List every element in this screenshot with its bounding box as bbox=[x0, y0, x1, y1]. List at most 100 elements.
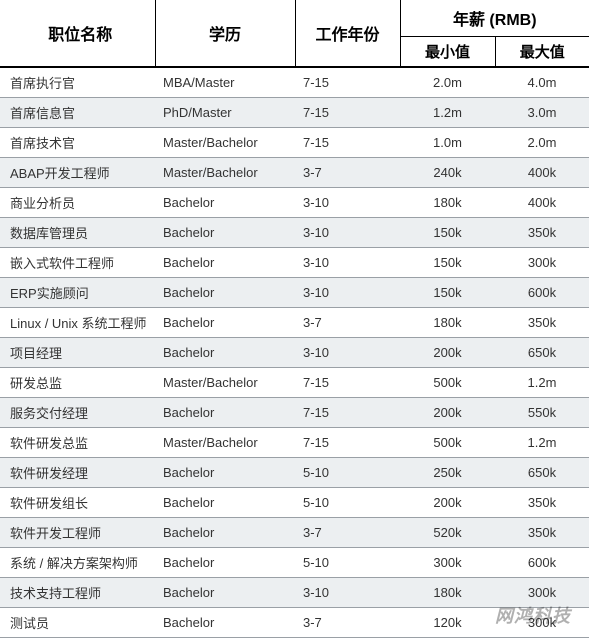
cell-education: Master/Bachelor bbox=[155, 368, 295, 398]
cell-position: 软件研发总监 bbox=[0, 428, 155, 458]
cell-years: 7-15 bbox=[295, 428, 400, 458]
cell-min: 150k bbox=[400, 218, 495, 248]
cell-min: 300k bbox=[400, 548, 495, 578]
cell-min: 2.0m bbox=[400, 67, 495, 98]
cell-position: 软件研发组长 bbox=[0, 488, 155, 518]
cell-max: 350k bbox=[495, 218, 589, 248]
cell-education: Bachelor bbox=[155, 188, 295, 218]
cell-position: 研发总监 bbox=[0, 368, 155, 398]
cell-min: 1.2m bbox=[400, 98, 495, 128]
cell-max: 550k bbox=[495, 398, 589, 428]
table-row: 软件研发经理Bachelor5-10250k650k bbox=[0, 458, 589, 488]
cell-years: 3-7 bbox=[295, 158, 400, 188]
cell-education: Master/Bachelor bbox=[155, 158, 295, 188]
table-row: ERP实施顾问Bachelor3-10150k600k bbox=[0, 278, 589, 308]
table-body: 首席执行官MBA/Master7-152.0m4.0m首席信息官PhD/Mast… bbox=[0, 67, 589, 638]
cell-max: 300k bbox=[495, 578, 589, 608]
table-row: 首席技术官Master/Bachelor7-151.0m2.0m bbox=[0, 128, 589, 158]
col-salary-group: 年薪 (RMB) bbox=[400, 0, 589, 37]
table-row: 研发总监Master/Bachelor7-15500k1.2m bbox=[0, 368, 589, 398]
cell-education: Bachelor bbox=[155, 488, 295, 518]
cell-education: Master/Bachelor bbox=[155, 428, 295, 458]
cell-max: 350k bbox=[495, 518, 589, 548]
table-row: 系统 / 解决方案架构师Bachelor5-10300k600k bbox=[0, 548, 589, 578]
cell-max: 1.2m bbox=[495, 428, 589, 458]
table-row: 软件研发总监Master/Bachelor7-15500k1.2m bbox=[0, 428, 589, 458]
cell-max: 600k bbox=[495, 548, 589, 578]
cell-position: 首席信息官 bbox=[0, 98, 155, 128]
cell-education: Bachelor bbox=[155, 458, 295, 488]
table-row: 嵌入式软件工程师Bachelor3-10150k300k bbox=[0, 248, 589, 278]
cell-education: MBA/Master bbox=[155, 67, 295, 98]
cell-years: 3-10 bbox=[295, 188, 400, 218]
col-position: 职位名称 bbox=[0, 0, 155, 67]
cell-max: 4.0m bbox=[495, 67, 589, 98]
cell-max: 650k bbox=[495, 458, 589, 488]
cell-min: 180k bbox=[400, 188, 495, 218]
cell-education: Bachelor bbox=[155, 518, 295, 548]
cell-min: 150k bbox=[400, 278, 495, 308]
cell-position: ABAP开发工程师 bbox=[0, 158, 155, 188]
salary-table: 职位名称 学历 工作年份 年薪 (RMB) 最小值 最大值 首席执行官MBA/M… bbox=[0, 0, 589, 638]
cell-years: 3-10 bbox=[295, 578, 400, 608]
table-row: 首席信息官PhD/Master7-151.2m3.0m bbox=[0, 98, 589, 128]
cell-years: 3-10 bbox=[295, 278, 400, 308]
cell-max: 300k bbox=[495, 608, 589, 638]
col-min: 最小值 bbox=[400, 37, 495, 68]
cell-position: Linux / Unix 系统工程师 bbox=[0, 308, 155, 338]
cell-position: 数据库管理员 bbox=[0, 218, 155, 248]
table-row: Linux / Unix 系统工程师Bachelor3-7180k350k bbox=[0, 308, 589, 338]
cell-years: 5-10 bbox=[295, 548, 400, 578]
cell-years: 7-15 bbox=[295, 128, 400, 158]
table-header: 职位名称 学历 工作年份 年薪 (RMB) 最小值 最大值 bbox=[0, 0, 589, 67]
cell-min: 180k bbox=[400, 308, 495, 338]
cell-years: 5-10 bbox=[295, 458, 400, 488]
cell-education: Bachelor bbox=[155, 248, 295, 278]
cell-min: 520k bbox=[400, 518, 495, 548]
cell-position: 软件开发工程师 bbox=[0, 518, 155, 548]
cell-years: 7-15 bbox=[295, 398, 400, 428]
cell-education: Bachelor bbox=[155, 578, 295, 608]
cell-max: 350k bbox=[495, 308, 589, 338]
table-row: 首席执行官MBA/Master7-152.0m4.0m bbox=[0, 67, 589, 98]
cell-years: 3-10 bbox=[295, 248, 400, 278]
cell-min: 150k bbox=[400, 248, 495, 278]
cell-position: 系统 / 解决方案架构师 bbox=[0, 548, 155, 578]
cell-years: 3-7 bbox=[295, 608, 400, 638]
cell-min: 200k bbox=[400, 398, 495, 428]
cell-years: 3-10 bbox=[295, 218, 400, 248]
cell-years: 5-10 bbox=[295, 488, 400, 518]
cell-min: 200k bbox=[400, 488, 495, 518]
cell-min: 120k bbox=[400, 608, 495, 638]
cell-position: 项目经理 bbox=[0, 338, 155, 368]
cell-min: 500k bbox=[400, 368, 495, 398]
col-max: 最大值 bbox=[495, 37, 589, 68]
cell-position: 首席技术官 bbox=[0, 128, 155, 158]
cell-max: 3.0m bbox=[495, 98, 589, 128]
cell-max: 650k bbox=[495, 338, 589, 368]
cell-education: Bachelor bbox=[155, 548, 295, 578]
cell-education: Bachelor bbox=[155, 398, 295, 428]
cell-years: 7-15 bbox=[295, 368, 400, 398]
cell-position: 嵌入式软件工程师 bbox=[0, 248, 155, 278]
cell-education: Bachelor bbox=[155, 278, 295, 308]
cell-min: 240k bbox=[400, 158, 495, 188]
cell-years: 7-15 bbox=[295, 67, 400, 98]
cell-min: 180k bbox=[400, 578, 495, 608]
cell-years: 3-7 bbox=[295, 518, 400, 548]
cell-years: 7-15 bbox=[295, 98, 400, 128]
cell-min: 1.0m bbox=[400, 128, 495, 158]
table-row: 服务交付经理Bachelor7-15200k550k bbox=[0, 398, 589, 428]
cell-max: 1.2m bbox=[495, 368, 589, 398]
cell-position: 服务交付经理 bbox=[0, 398, 155, 428]
cell-max: 400k bbox=[495, 188, 589, 218]
cell-position: 技术支持工程师 bbox=[0, 578, 155, 608]
col-years: 工作年份 bbox=[295, 0, 400, 67]
table-row: 商业分析员Bachelor3-10180k400k bbox=[0, 188, 589, 218]
cell-min: 500k bbox=[400, 428, 495, 458]
cell-position: ERP实施顾问 bbox=[0, 278, 155, 308]
cell-position: 商业分析员 bbox=[0, 188, 155, 218]
cell-position: 软件研发经理 bbox=[0, 458, 155, 488]
table-row: 数据库管理员Bachelor3-10150k350k bbox=[0, 218, 589, 248]
table-row: 技术支持工程师Bachelor3-10180k300k bbox=[0, 578, 589, 608]
